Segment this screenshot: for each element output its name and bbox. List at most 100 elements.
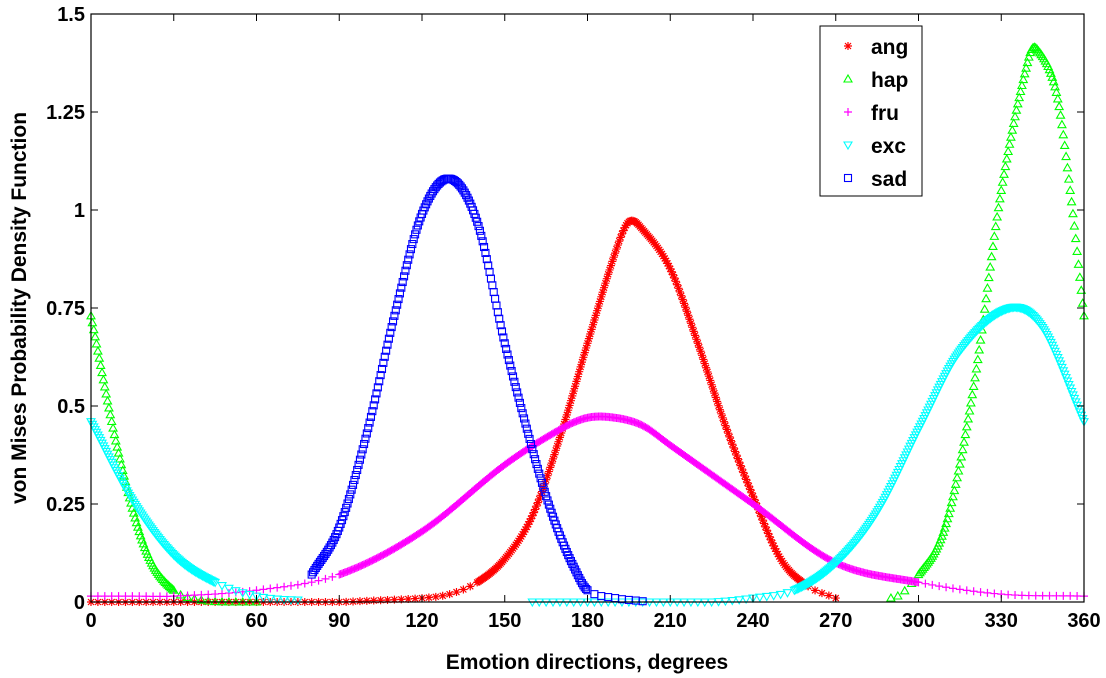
trail-point-sad — [364, 424, 373, 433]
trail-point-ang — [554, 437, 563, 446]
y-tick-label: 0 — [74, 592, 85, 614]
trail-point-sad — [339, 512, 348, 521]
trail-point-ang — [755, 509, 764, 518]
trail-point-ang — [613, 241, 622, 250]
trail-point-sad — [326, 541, 336, 550]
trail-point-sad — [582, 584, 591, 594]
x-tick-label: 120 — [405, 610, 438, 632]
trail-point-hap — [971, 363, 982, 373]
trail-point-ang — [724, 429, 733, 438]
trail-point-ang — [702, 363, 711, 372]
trail-point-ang — [663, 259, 672, 268]
trail-point-ang — [684, 311, 693, 320]
trail-point-hap — [964, 405, 975, 415]
trail-point-exc — [734, 596, 745, 605]
trail-point-ang — [718, 413, 727, 422]
trail-point-fru — [149, 592, 158, 601]
series-fru — [87, 412, 1088, 601]
trail-point-fru — [100, 592, 109, 601]
trail-point-exc — [727, 596, 738, 606]
trail-point-sad — [482, 255, 491, 264]
series-exc — [86, 303, 1089, 608]
trail-point-hap — [948, 491, 958, 501]
trail-point-exc — [223, 584, 234, 594]
trail-point-hap — [1021, 63, 1032, 72]
trail-point-sad — [372, 389, 381, 398]
trail-point-sad — [531, 455, 540, 464]
y-tick-label: 1 — [74, 200, 85, 222]
trail-point-hap — [1074, 272, 1085, 281]
trail-point-sad — [459, 186, 468, 195]
trail-point-hap — [91, 338, 102, 348]
trail-point-hap — [990, 221, 1001, 231]
y-tick-label: 0.25 — [46, 494, 85, 516]
trail-point-hap — [1077, 298, 1088, 307]
trail-point-ang — [811, 586, 820, 595]
trail-point-ang — [553, 441, 562, 450]
trail-point-hap — [950, 479, 961, 488]
trail-point-ang — [757, 512, 766, 521]
trail-point-hap — [1063, 174, 1074, 183]
trail-point-fru — [190, 591, 199, 600]
trail-point-exc — [208, 578, 219, 587]
trail-point-hap — [1005, 132, 1016, 141]
trail-point-ang — [579, 353, 588, 362]
trail-point-sad — [412, 225, 421, 234]
trail-point-ang — [616, 233, 625, 242]
trail-point-sad — [481, 248, 490, 257]
trail-point-fru — [955, 585, 964, 594]
trail-point-fru — [928, 580, 937, 589]
trail-point-fru — [962, 586, 971, 595]
trail-point-hap — [899, 585, 910, 595]
data-point-ang — [555, 433, 564, 442]
trail-point-hap — [954, 458, 965, 468]
trail-point-exc — [1036, 322, 1047, 331]
x-tick-label: 270 — [819, 610, 852, 632]
trail-point-sad — [321, 549, 330, 559]
trail-point-ang — [594, 302, 603, 311]
data-point-hap — [968, 381, 979, 390]
trail-point-fru — [553, 427, 562, 436]
trail-point-ang — [569, 387, 578, 396]
trail-point-ang — [750, 495, 759, 504]
trail-point-ang — [772, 547, 781, 556]
trail-point-ang — [564, 406, 573, 415]
trail-point-sad — [386, 328, 395, 337]
trail-point-hap — [1004, 139, 1015, 148]
trail-point-fru — [307, 578, 316, 587]
y-tick-label: 1.5 — [57, 4, 85, 26]
trail-point-ang — [769, 541, 778, 550]
x-tick-label: 60 — [245, 610, 267, 632]
trail-point-sad — [382, 346, 391, 355]
legend-label-hap: hap — [871, 69, 908, 92]
trail-point-ang — [771, 544, 780, 553]
trail-point-fru — [321, 574, 330, 583]
trail-point-exc — [775, 590, 786, 600]
data-point-sad — [500, 339, 509, 348]
trail-point-sad — [427, 189, 436, 198]
trail-point-sad — [525, 434, 534, 443]
trail-point-hap — [983, 272, 994, 282]
trail-point-fru — [259, 585, 268, 594]
trail-point-sad — [344, 494, 353, 504]
trail-point-hap — [999, 169, 1009, 178]
trail-point-fru — [1011, 591, 1020, 600]
trail-point-fru — [1024, 591, 1033, 600]
trail-point-fru — [93, 592, 102, 601]
trail-point-exc — [265, 594, 276, 604]
legend-box — [819, 25, 923, 197]
trail-point-sad — [577, 579, 587, 588]
trail-point-fru — [983, 588, 992, 597]
trail-point-fru — [183, 591, 192, 600]
trail-point-fru — [135, 592, 144, 601]
data-point-ang — [693, 339, 702, 348]
trail-point-hap — [986, 251, 997, 261]
trail-point-sad — [462, 191, 471, 200]
trail-point-ang — [602, 274, 611, 283]
trail-point-fru — [921, 579, 930, 588]
trail-point-ang — [452, 588, 461, 597]
trail-point-ang — [732, 451, 741, 460]
trail-point-ang — [525, 517, 534, 526]
trail-point-sad — [329, 535, 338, 544]
trail-point-ang — [532, 502, 541, 511]
